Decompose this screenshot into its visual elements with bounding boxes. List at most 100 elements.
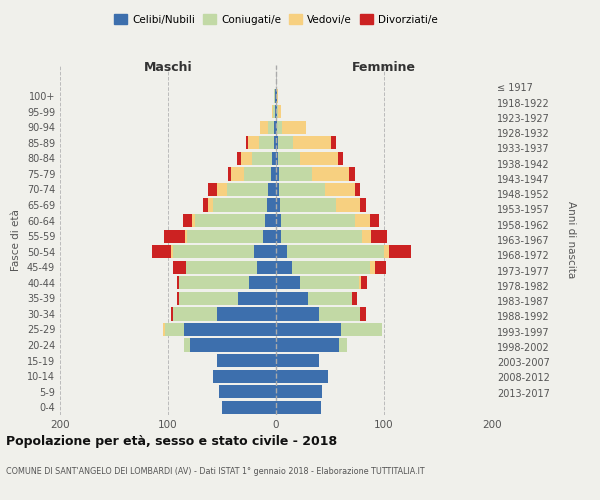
Text: COMUNE DI SANT'ANGELO DEI LOMBARDI (AV) - Dati ISTAT 1° gennaio 2018 - Elaborazi: COMUNE DI SANT'ANGELO DEI LOMBARDI (AV) … — [6, 468, 425, 476]
Bar — [281, 214, 355, 227]
Bar — [192, 214, 195, 227]
Bar — [276, 198, 280, 211]
Bar — [183, 214, 192, 227]
Bar — [263, 230, 276, 242]
Bar — [277, 120, 283, 134]
Bar — [217, 308, 276, 320]
Bar — [325, 183, 355, 196]
Bar — [268, 183, 276, 196]
Bar — [276, 400, 322, 414]
Bar — [371, 230, 387, 242]
Bar — [292, 260, 370, 274]
Bar — [173, 260, 187, 274]
Bar — [331, 136, 337, 149]
Bar — [276, 214, 281, 227]
Bar — [260, 120, 268, 134]
Bar — [389, 245, 411, 258]
Bar — [173, 245, 254, 258]
Bar — [349, 168, 355, 180]
Text: Maschi: Maschi — [143, 62, 193, 74]
Bar — [257, 260, 276, 274]
Bar — [276, 276, 300, 289]
Bar — [187, 230, 263, 242]
Bar — [300, 152, 338, 165]
Bar — [276, 245, 287, 258]
Bar — [203, 198, 208, 211]
Bar — [246, 136, 248, 149]
Bar — [179, 292, 238, 305]
Bar — [184, 338, 190, 351]
Bar — [241, 152, 252, 165]
Bar — [341, 323, 382, 336]
Bar — [384, 245, 389, 258]
Bar — [275, 90, 276, 102]
Bar — [370, 214, 379, 227]
Bar — [274, 136, 276, 149]
Bar — [164, 230, 185, 242]
Bar — [319, 308, 360, 320]
Bar — [229, 168, 230, 180]
Bar — [274, 120, 276, 134]
Text: Popolazione per età, sesso e stato civile - 2018: Popolazione per età, sesso e stato civil… — [6, 435, 337, 448]
Bar — [276, 105, 277, 118]
Bar — [276, 168, 279, 180]
Bar — [163, 323, 165, 336]
Bar — [184, 323, 276, 336]
Bar — [274, 90, 275, 102]
Bar — [171, 308, 173, 320]
Bar — [279, 183, 325, 196]
Bar — [238, 292, 276, 305]
Bar — [273, 105, 275, 118]
Bar — [370, 260, 376, 274]
Bar — [217, 183, 227, 196]
Bar — [173, 308, 217, 320]
Bar — [208, 183, 217, 196]
Bar — [276, 338, 338, 351]
Bar — [272, 105, 273, 118]
Bar — [362, 230, 371, 242]
Bar — [252, 152, 272, 165]
Bar — [278, 152, 300, 165]
Bar — [259, 136, 274, 149]
Y-axis label: Fasce di età: Fasce di età — [11, 209, 21, 271]
Bar — [311, 168, 349, 180]
Bar — [283, 120, 306, 134]
Bar — [268, 198, 276, 211]
Bar — [276, 183, 279, 196]
Bar — [308, 292, 352, 305]
Bar — [276, 152, 278, 165]
Bar — [337, 198, 360, 211]
Bar — [280, 198, 337, 211]
Bar — [214, 370, 276, 382]
Bar — [293, 136, 331, 149]
Bar — [249, 276, 276, 289]
Bar — [277, 90, 278, 102]
Bar — [300, 276, 359, 289]
Legend: Celibi/Nubili, Coniugati/e, Vedovi/e, Divorziati/e: Celibi/Nubili, Coniugati/e, Vedovi/e, Di… — [110, 10, 442, 29]
Bar — [277, 105, 278, 118]
Bar — [276, 120, 277, 134]
Bar — [278, 136, 293, 149]
Bar — [359, 276, 361, 289]
Bar — [275, 105, 276, 118]
Bar — [190, 338, 276, 351]
Bar — [222, 400, 276, 414]
Bar — [152, 245, 171, 258]
Bar — [165, 323, 184, 336]
Bar — [287, 245, 384, 258]
Bar — [276, 308, 319, 320]
Bar — [360, 198, 365, 211]
Bar — [276, 260, 292, 274]
Y-axis label: Anni di nascita: Anni di nascita — [566, 202, 577, 278]
Bar — [265, 214, 276, 227]
Bar — [214, 198, 268, 211]
Bar — [276, 136, 278, 149]
Bar — [176, 292, 179, 305]
Bar — [360, 308, 365, 320]
Bar — [355, 183, 360, 196]
Bar — [376, 260, 386, 274]
Bar — [352, 292, 357, 305]
Bar — [276, 90, 277, 102]
Bar — [237, 152, 241, 165]
Bar — [268, 120, 274, 134]
